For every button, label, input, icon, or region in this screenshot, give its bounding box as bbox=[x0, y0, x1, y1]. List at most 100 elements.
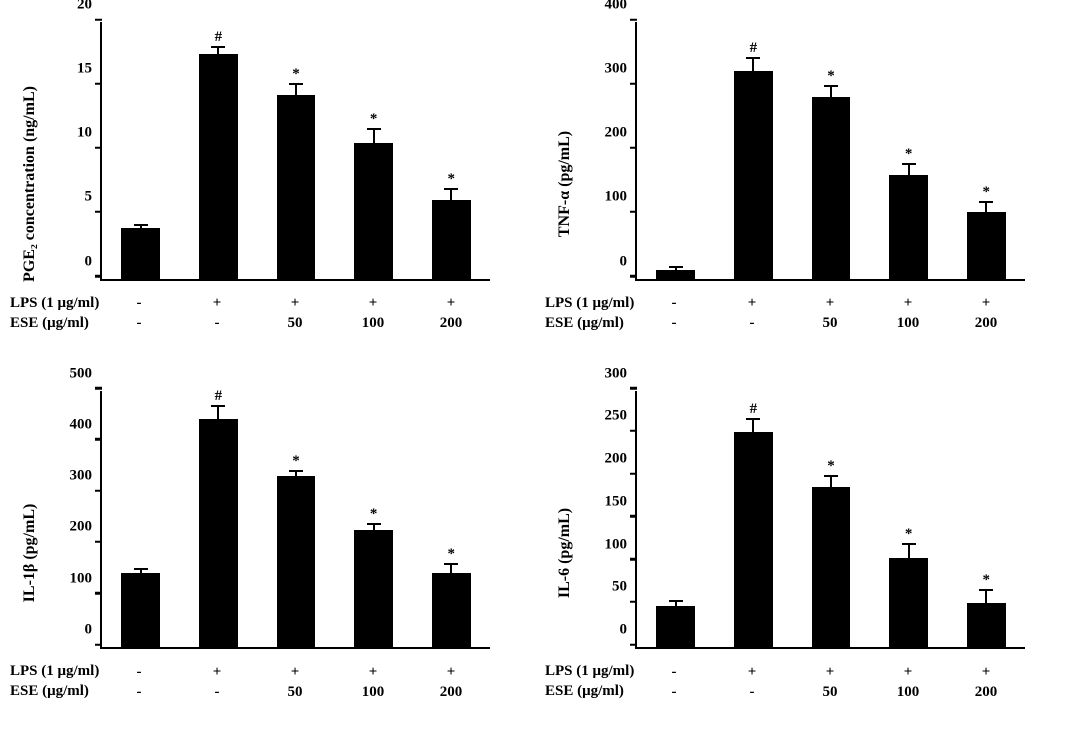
error-bar bbox=[908, 545, 910, 558]
y-tick-label: 500 bbox=[70, 365, 103, 382]
significance-marker: # bbox=[215, 29, 223, 46]
bar bbox=[354, 143, 393, 279]
y-tick-label: 200 bbox=[70, 519, 103, 536]
y-tick-mark bbox=[95, 592, 102, 595]
x-cell: + bbox=[982, 664, 991, 681]
y-tick-mark bbox=[630, 387, 637, 390]
x-row-ese: ESE (μg/ml)--50100200 bbox=[635, 683, 1025, 701]
y-tick-mark bbox=[95, 387, 102, 390]
bar bbox=[734, 432, 773, 647]
x-cell: + bbox=[826, 295, 835, 312]
x-cell: 50 bbox=[288, 315, 303, 332]
error-bar bbox=[752, 420, 754, 433]
bar bbox=[734, 71, 773, 279]
bar bbox=[432, 573, 471, 647]
error-bar bbox=[140, 570, 142, 573]
y-tick-mark bbox=[95, 541, 102, 544]
y-tick-label: 300 bbox=[605, 365, 638, 382]
y-tick-label: 400 bbox=[605, 0, 638, 14]
error-bar bbox=[373, 130, 375, 143]
x-row-ese: ESE (μg/ml)--50100200 bbox=[100, 315, 490, 333]
error-bar bbox=[295, 472, 297, 477]
y-tick-label: 200 bbox=[605, 125, 638, 142]
error-cap bbox=[979, 201, 993, 203]
y-tick-mark bbox=[95, 438, 102, 441]
error-bar bbox=[217, 407, 219, 419]
x-row-lps: LPS (1 μg/ml)-++++ bbox=[635, 295, 1025, 313]
x-cell: 200 bbox=[440, 684, 463, 701]
error-cap bbox=[444, 188, 458, 190]
error-bar bbox=[675, 268, 677, 271]
y-tick-mark bbox=[630, 82, 637, 85]
significance-marker: * bbox=[982, 184, 990, 201]
significance-marker: * bbox=[827, 68, 835, 85]
x-cell: - bbox=[137, 664, 142, 681]
error-bar bbox=[217, 48, 219, 54]
error-cap bbox=[824, 475, 838, 477]
bar bbox=[812, 97, 851, 278]
y-tick-mark bbox=[630, 430, 637, 433]
y-tick-mark bbox=[630, 275, 637, 278]
y-tick-mark bbox=[95, 18, 102, 21]
x-row-label-ese: ESE (μg/ml) bbox=[10, 683, 89, 700]
x-cell: 100 bbox=[897, 684, 920, 701]
y-tick-label: 100 bbox=[605, 536, 638, 553]
significance-marker: * bbox=[292, 453, 300, 470]
significance-marker: * bbox=[827, 458, 835, 475]
x-row-lps: LPS (1 μg/ml)-++++ bbox=[100, 295, 490, 313]
y-tick-label: 0 bbox=[85, 622, 103, 639]
y-tick-mark bbox=[95, 489, 102, 492]
y-axis-label: PGE₂ concentration (ng/mL) bbox=[21, 86, 39, 282]
x-row-label-ese: ESE (μg/ml) bbox=[10, 315, 89, 332]
y-tick-mark bbox=[630, 472, 637, 475]
x-cell: 200 bbox=[440, 315, 463, 332]
x-cell: 50 bbox=[823, 684, 838, 701]
x-row-label-lps: LPS (1 μg/ml) bbox=[545, 663, 634, 680]
significance-marker: * bbox=[292, 66, 300, 83]
significance-marker: # bbox=[215, 388, 223, 405]
error-cap bbox=[902, 543, 916, 545]
error-bar bbox=[675, 602, 677, 606]
panel-il6: IL-6 (pg/mL)050100150200250300#***LPS (1… bbox=[535, 369, 1070, 737]
y-tick-label: 10 bbox=[77, 125, 102, 142]
error-cap bbox=[669, 266, 683, 268]
y-tick-label: 20 bbox=[77, 0, 102, 14]
x-row-lps: LPS (1 μg/ml)-++++ bbox=[635, 663, 1025, 681]
y-tick-label: 5 bbox=[85, 189, 103, 206]
panel-il1b: IL-1β (pg/mL)0100200300400500#***LPS (1 … bbox=[0, 369, 535, 737]
y-tick-label: 400 bbox=[70, 416, 103, 433]
x-cell: - bbox=[137, 684, 142, 701]
significance-marker: * bbox=[982, 572, 990, 589]
x-cell: - bbox=[750, 315, 755, 332]
x-cell: - bbox=[215, 315, 220, 332]
y-tick-label: 100 bbox=[605, 189, 638, 206]
error-cap bbox=[746, 57, 760, 59]
bar bbox=[432, 200, 471, 278]
bar bbox=[354, 530, 393, 647]
x-cell: + bbox=[447, 664, 456, 681]
error-cap bbox=[289, 470, 303, 472]
y-axis-label: TNF-α (pg/mL) bbox=[556, 131, 574, 237]
y-tick-label: 250 bbox=[605, 408, 638, 425]
x-cell: 100 bbox=[362, 315, 385, 332]
bar bbox=[199, 419, 238, 647]
y-tick-label: 300 bbox=[605, 61, 638, 78]
x-cell: + bbox=[291, 664, 300, 681]
bar bbox=[812, 487, 851, 647]
error-cap bbox=[669, 600, 683, 602]
x-cell: - bbox=[137, 295, 142, 312]
x-row-label-ese: ESE (μg/ml) bbox=[545, 315, 624, 332]
error-cap bbox=[211, 405, 225, 407]
x-row-label-lps: LPS (1 μg/ml) bbox=[10, 663, 99, 680]
bar bbox=[121, 573, 160, 647]
error-bar bbox=[830, 477, 832, 487]
x-cell: + bbox=[447, 295, 456, 312]
x-cell: + bbox=[213, 295, 222, 312]
y-tick-mark bbox=[630, 515, 637, 518]
plot-area: 0100200300400#*** bbox=[635, 22, 1025, 281]
error-cap bbox=[444, 563, 458, 565]
error-cap bbox=[134, 224, 148, 226]
y-tick-label: 100 bbox=[70, 570, 103, 587]
y-tick-label: 0 bbox=[85, 253, 103, 270]
x-row-ese: ESE (μg/ml)--50100200 bbox=[100, 683, 490, 701]
